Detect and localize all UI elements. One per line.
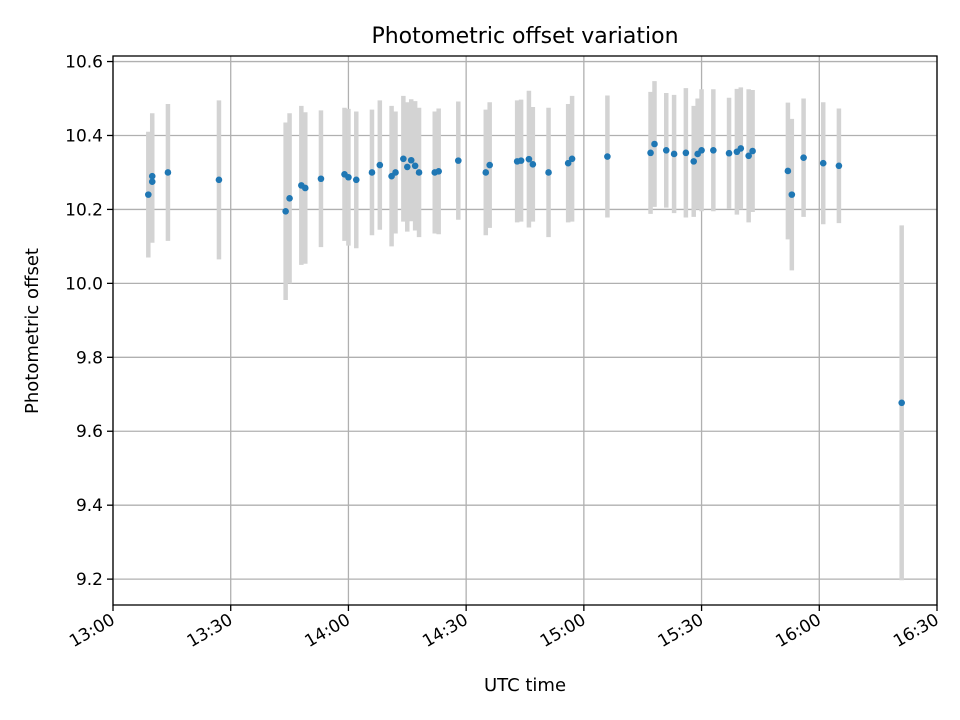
data-point [215, 176, 223, 184]
data-point [435, 168, 442, 175]
data-point [145, 191, 152, 198]
chart-title: Photometric offset variation [371, 24, 678, 49]
y-tick-label: 9.2 [76, 570, 103, 590]
data-point [819, 159, 827, 167]
data-point [376, 161, 384, 169]
data-point [749, 147, 756, 155]
y-tick-label: 10.6 [65, 53, 103, 73]
data-point [835, 162, 843, 170]
x-axis-label: UTC time [484, 675, 566, 696]
data-point [800, 154, 807, 161]
data-point [486, 161, 493, 169]
data-point [415, 169, 423, 176]
y-tick-label: 10.0 [65, 274, 103, 294]
data-point [682, 149, 690, 157]
data-point [164, 169, 172, 176]
data-point [148, 178, 156, 185]
data-point [725, 149, 733, 157]
data-point [345, 173, 352, 181]
data-point [690, 158, 698, 165]
data-point [670, 150, 678, 158]
y-axis-label: Photometric offset [22, 248, 43, 414]
data-point [482, 169, 490, 176]
y-tick-label: 9.8 [76, 348, 103, 368]
data-points [145, 140, 905, 407]
data-point [517, 157, 525, 164]
y-gridlines [113, 60, 937, 580]
data-point [286, 195, 293, 202]
data-point [568, 155, 576, 163]
data-point [545, 169, 552, 176]
data-point [698, 146, 705, 154]
data-point [647, 149, 654, 157]
data-point [710, 146, 717, 154]
data-point [454, 157, 462, 164]
data-point [411, 162, 419, 170]
data-point [352, 176, 360, 184]
data-point [282, 207, 289, 215]
data-point [403, 163, 411, 171]
data-point [784, 167, 792, 175]
data-point [407, 156, 415, 164]
data-point [392, 169, 399, 176]
y-tick-label: 9.4 [76, 496, 103, 516]
y-axis-ticks: 9.2 9.4 9.6 9.8 10.0 10.2 10.4 10.6 [65, 53, 113, 590]
data-point [529, 161, 537, 168]
data-point [898, 399, 905, 407]
y-tick-label: 10.4 [65, 126, 103, 146]
data-point [525, 155, 533, 163]
y-tick-label: 9.6 [76, 422, 103, 442]
y-tick-label: 10.2 [65, 200, 103, 220]
data-point [662, 146, 670, 154]
data-point [651, 140, 658, 148]
data-point [564, 159, 572, 167]
data-point [317, 175, 325, 183]
data-point [368, 169, 376, 176]
data-point [737, 145, 745, 152]
data-point [604, 153, 611, 160]
data-point [788, 191, 796, 198]
plot-frame [112, 55, 938, 606]
data-point [400, 155, 407, 163]
data-point [301, 184, 309, 192]
data-point [148, 172, 156, 180]
data-point [745, 152, 752, 160]
